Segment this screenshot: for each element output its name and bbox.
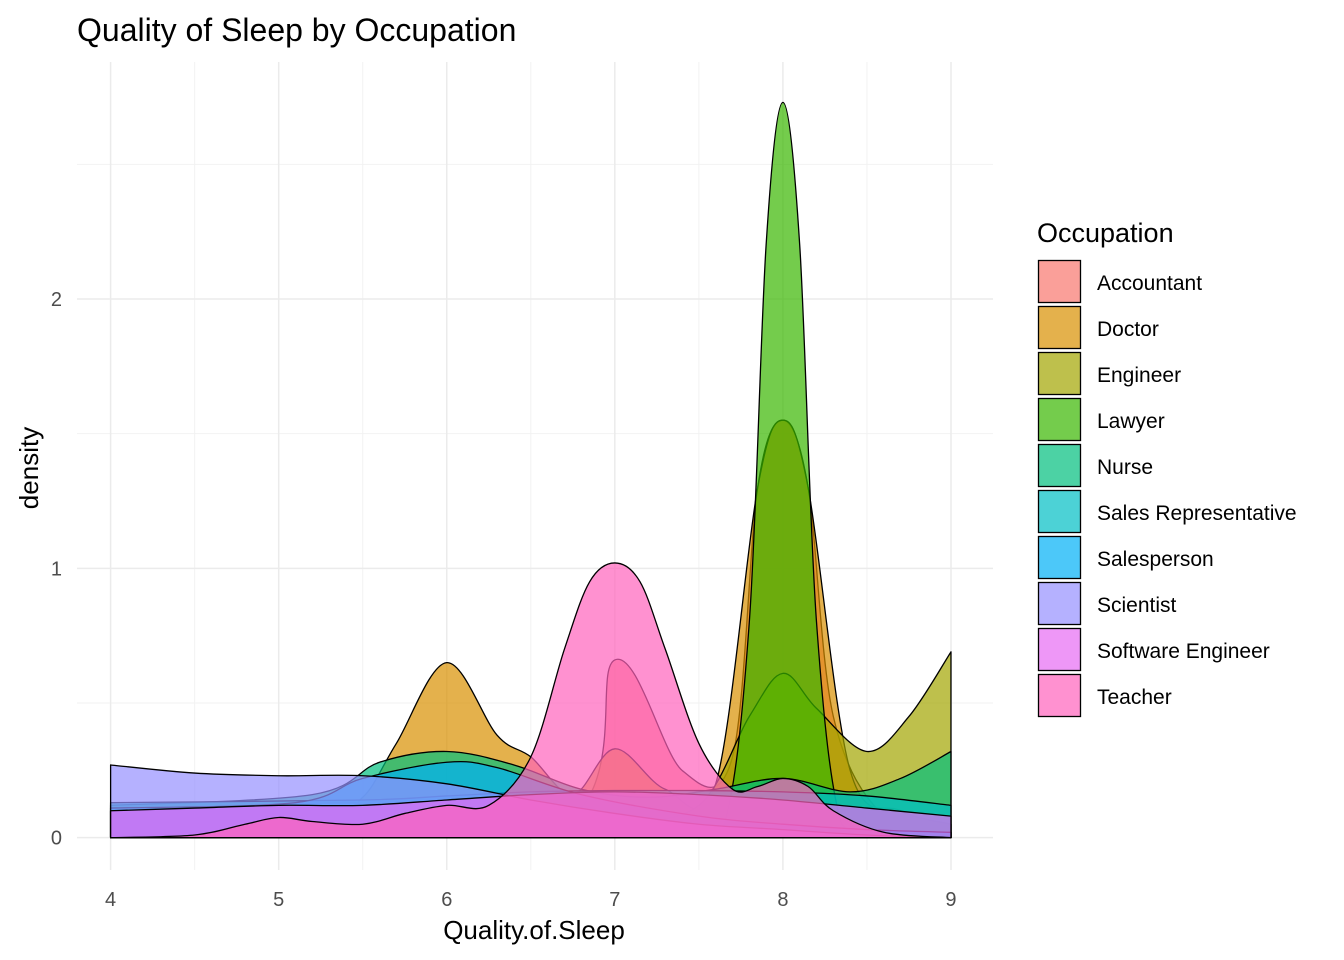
density-areas [109, 101, 952, 839]
legend-swatch [1037, 351, 1082, 396]
x-tick-label: 8 [777, 889, 788, 911]
legend-item-engineer: Engineer [1037, 351, 1181, 396]
legend-item-scientist: Scientist [1037, 581, 1177, 626]
x-tick-label: 9 [945, 889, 956, 911]
chart-title: Quality of Sleep by Occupation [77, 12, 516, 48]
x-tick-label: 4 [105, 889, 116, 911]
legend-label: Scientist [1097, 594, 1177, 617]
legend-label: Software Engineer [1097, 640, 1270, 663]
legend-label: Nurse [1097, 456, 1153, 479]
x-tick-label: 6 [441, 889, 452, 911]
y-tick-label: 2 [51, 289, 62, 311]
legend-item-doctor: Doctor [1037, 305, 1159, 350]
grid-minor [77, 62, 993, 870]
legend-label: Lawyer [1097, 410, 1165, 433]
legend-swatch [1037, 627, 1082, 672]
legend-swatch [1037, 489, 1082, 534]
legend-item-accountant: Accountant [1037, 259, 1202, 304]
legend-label: Teacher [1097, 686, 1172, 709]
density-area-teacher [109, 562, 952, 839]
legend-swatch [1037, 305, 1082, 350]
y-axis-title: density [14, 427, 44, 509]
legend-swatch [1037, 673, 1082, 718]
legend-item-software-engineer: Software Engineer [1037, 627, 1270, 672]
y-axis-ticks: 0 1 2 [51, 289, 62, 850]
legend: Occupation Accountant Doctor Engineer Lawye… [1037, 218, 1297, 718]
legend-item-salesperson: Salesperson [1037, 535, 1214, 580]
legend-item-sales-representative: Sales Representative [1037, 489, 1297, 534]
x-axis-title: Quality.of.Sleep [443, 915, 625, 945]
y-tick-label: 0 [51, 828, 62, 850]
legend-swatch [1037, 443, 1082, 488]
y-tick-label: 1 [51, 558, 62, 580]
legend-swatch [1037, 259, 1082, 304]
legend-item-teacher: Teacher [1037, 673, 1172, 718]
legend-item-lawyer: Lawyer [1037, 397, 1165, 442]
legend-swatch [1037, 397, 1082, 442]
legend-swatch [1037, 581, 1082, 626]
legend-label: Accountant [1097, 272, 1202, 295]
x-axis-ticks: 4 5 6 7 8 9 [105, 889, 956, 911]
legend-label: Doctor [1097, 318, 1159, 341]
legend-item-nurse: Nurse [1037, 443, 1153, 488]
legend-swatch [1037, 535, 1082, 580]
legend-label: Engineer [1097, 364, 1181, 387]
x-tick-label: 5 [273, 889, 284, 911]
x-tick-label: 7 [609, 889, 620, 911]
legend-title: Occupation [1037, 218, 1174, 248]
legend-label: Salesperson [1097, 548, 1214, 571]
legend-label: Sales Representative [1097, 502, 1297, 525]
